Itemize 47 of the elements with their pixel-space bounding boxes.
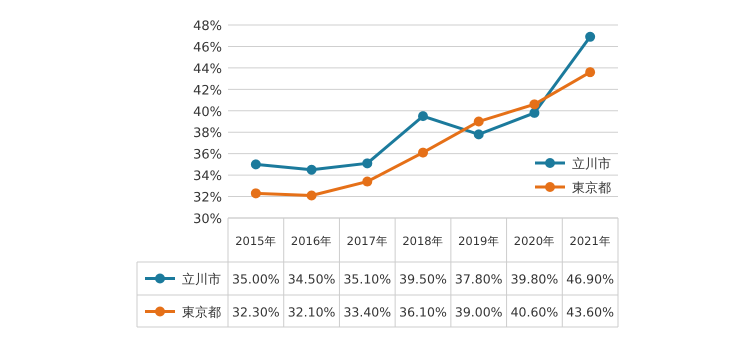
y-tick-label: 36%	[193, 148, 222, 163]
data-label: 35.10%	[343, 272, 392, 286]
point	[529, 99, 540, 110]
point	[250, 159, 261, 170]
x-tick-label: 2016年	[290, 234, 332, 248]
x-tick-label: 2019年	[458, 234, 500, 248]
point	[306, 164, 317, 175]
data-label: 35.00%	[232, 272, 280, 286]
point	[418, 148, 428, 158]
point	[362, 158, 372, 168]
y-tick-label: 32%	[193, 190, 222, 206]
point	[474, 129, 484, 140]
x-tick-label: 2020年	[514, 234, 556, 248]
data-label: 37.80%	[454, 272, 503, 286]
y-tick-label: 44%	[193, 62, 222, 77]
data-label: 43.60%	[566, 304, 614, 320]
x-tick-label: 2018年	[402, 234, 444, 248]
data-label: 39.50%	[399, 272, 447, 286]
point	[306, 190, 317, 200]
y-tick-label: 38%	[193, 126, 222, 142]
data-label: 34.50%	[288, 272, 336, 286]
point	[418, 111, 428, 122]
point	[585, 32, 596, 42]
data-label: 39.80%	[510, 272, 558, 286]
point	[474, 116, 484, 126]
y-tick-label: 40%	[193, 104, 222, 120]
x-tick-label: 2017年	[346, 234, 388, 248]
data-label: 40.60%	[510, 304, 558, 320]
x-tick-label: 2021年	[570, 234, 611, 248]
data-label: 39.00%	[454, 304, 503, 320]
y-tick-label: 42%	[193, 83, 222, 98]
data-label: 32.10%	[288, 304, 336, 320]
point	[250, 188, 261, 198]
y-tick-label: 46%	[193, 40, 222, 56]
y-tick-label: 34%	[193, 169, 222, 184]
point	[362, 176, 372, 187]
x-tick-label: 2015年	[235, 234, 276, 248]
point	[585, 67, 596, 78]
data-label: 36.10%	[399, 304, 447, 320]
y-tick-label: 48%	[193, 19, 222, 34]
legend-label: 立川市	[572, 156, 611, 172]
data-label: 46.90%	[566, 272, 614, 286]
data-label: 32.30%	[232, 304, 280, 320]
data-label: 33.40%	[343, 304, 392, 320]
legend-label: 東京都	[572, 181, 611, 196]
y-tick-label: 30%	[193, 212, 222, 227]
point	[529, 108, 540, 118]
